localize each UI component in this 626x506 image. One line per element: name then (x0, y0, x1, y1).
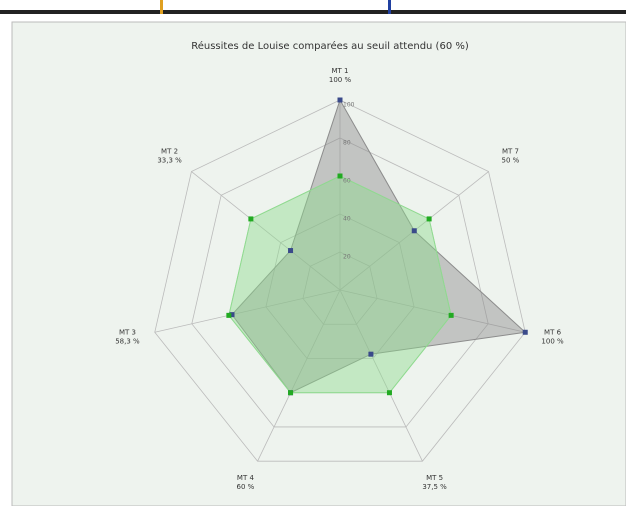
series-point (337, 173, 343, 179)
r-tick-label: 40 (343, 216, 351, 223)
value-label: 60 % (237, 483, 255, 491)
axis-label: MT 7 (502, 148, 519, 156)
spoke (339, 289, 423, 462)
series-point (411, 228, 417, 234)
grid-ring (191, 137, 489, 428)
grid-ring (154, 99, 526, 462)
series-point (426, 216, 432, 222)
r-tick-label: 20 (343, 254, 351, 261)
axis-label: MT 4 (237, 474, 255, 482)
series-area (231, 98, 527, 394)
series-point (522, 329, 528, 335)
value-label: 100 % (541, 338, 564, 346)
grid-ring (302, 251, 378, 325)
value-label: 100 % (329, 76, 352, 84)
spoke (339, 289, 526, 333)
axis-label: MT 6 (544, 329, 562, 337)
axis-label: MT 2 (161, 148, 178, 156)
toolbar-edge (0, 10, 626, 14)
grid-ring (265, 213, 415, 359)
series-point (229, 312, 235, 318)
series-point (248, 216, 254, 222)
series-point (448, 312, 454, 318)
value-label: 33,3 % (157, 157, 182, 165)
value-label: 50 % (502, 157, 520, 165)
spoke (154, 289, 341, 333)
axis-label: MT 5 (426, 474, 443, 482)
chart-panel (11, 21, 626, 506)
axis-label: MT 1 (332, 67, 349, 75)
toolbar-accent (388, 0, 391, 14)
series-point (386, 390, 392, 396)
axis-label: MT 3 (119, 329, 136, 337)
series-point (337, 97, 343, 103)
r-tick-label: 60 (343, 178, 351, 185)
r-tick-label: 80 (343, 140, 351, 147)
series-point (288, 248, 294, 254)
series-point (368, 351, 374, 357)
spoke (191, 171, 341, 291)
chart-title: Réussites de Louise comparées au seuil a… (191, 40, 469, 52)
value-label: 37,5 % (422, 483, 447, 491)
series-point (226, 312, 232, 318)
r-tick-label: 100 (343, 102, 355, 109)
spoke (257, 289, 341, 462)
toolbar-accent (160, 0, 163, 14)
series-area (228, 175, 452, 394)
value-label: 58,3 % (115, 338, 140, 346)
series-point (288, 390, 294, 396)
